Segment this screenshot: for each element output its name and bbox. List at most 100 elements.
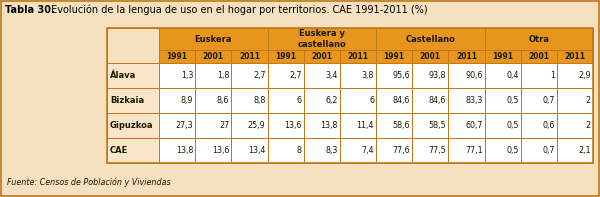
- Bar: [521, 88, 557, 113]
- Text: 2001: 2001: [420, 52, 441, 61]
- Bar: [485, 138, 521, 163]
- Bar: [268, 138, 304, 163]
- Text: 0,5: 0,5: [506, 96, 518, 105]
- Text: CAE: CAE: [110, 146, 128, 155]
- Bar: [107, 113, 159, 138]
- Text: 13,6: 13,6: [284, 121, 302, 130]
- Text: Tabla 30.: Tabla 30.: [5, 5, 55, 15]
- Text: 2,7: 2,7: [253, 71, 265, 80]
- Bar: [268, 50, 304, 63]
- Text: 0,6: 0,6: [542, 121, 555, 130]
- Bar: [340, 113, 376, 138]
- Text: 95,6: 95,6: [392, 71, 410, 80]
- Text: Euskera: Euskera: [194, 34, 232, 44]
- Bar: [557, 138, 593, 163]
- Text: 2001: 2001: [203, 52, 224, 61]
- Bar: [376, 63, 412, 88]
- Bar: [107, 138, 159, 163]
- Text: 13,4: 13,4: [248, 146, 265, 155]
- Text: 2,9: 2,9: [578, 71, 591, 80]
- Bar: [448, 88, 485, 113]
- Text: 7,4: 7,4: [362, 146, 374, 155]
- Bar: [195, 50, 232, 63]
- Text: 8: 8: [296, 146, 302, 155]
- Bar: [159, 50, 195, 63]
- Bar: [268, 113, 304, 138]
- Text: 8,3: 8,3: [325, 146, 338, 155]
- Bar: [232, 50, 268, 63]
- Text: 77,6: 77,6: [392, 146, 410, 155]
- Text: Fuente: Censos de Población y Viviendas: Fuente: Censos de Población y Viviendas: [7, 177, 170, 187]
- Bar: [159, 88, 195, 113]
- Text: 27,3: 27,3: [176, 121, 193, 130]
- Bar: [485, 113, 521, 138]
- Bar: [268, 63, 304, 88]
- Bar: [159, 28, 268, 50]
- Bar: [340, 88, 376, 113]
- Bar: [485, 28, 593, 50]
- Bar: [195, 63, 232, 88]
- Bar: [107, 28, 159, 63]
- Bar: [448, 50, 485, 63]
- Text: 93,8: 93,8: [429, 71, 446, 80]
- Text: Gipuzkoa: Gipuzkoa: [110, 121, 154, 130]
- Bar: [485, 50, 521, 63]
- Text: 2,7: 2,7: [289, 71, 302, 80]
- Text: 2,1: 2,1: [578, 146, 591, 155]
- Text: 2011: 2011: [239, 52, 260, 61]
- Text: 77,5: 77,5: [428, 146, 446, 155]
- Text: 0,5: 0,5: [506, 146, 518, 155]
- Bar: [159, 63, 195, 88]
- Text: 60,7: 60,7: [465, 121, 482, 130]
- Bar: [304, 63, 340, 88]
- Bar: [268, 28, 376, 50]
- Text: Álava: Álava: [110, 71, 136, 80]
- Bar: [412, 113, 448, 138]
- Text: 58,6: 58,6: [392, 121, 410, 130]
- Text: Euskera y
castellano: Euskera y castellano: [298, 29, 346, 49]
- Bar: [304, 138, 340, 163]
- Text: 1991: 1991: [275, 52, 296, 61]
- Text: 0,7: 0,7: [542, 96, 555, 105]
- Bar: [232, 113, 268, 138]
- Text: 25,9: 25,9: [248, 121, 265, 130]
- Text: Otra: Otra: [528, 34, 549, 44]
- Bar: [340, 50, 376, 63]
- Bar: [195, 138, 232, 163]
- Bar: [304, 50, 340, 63]
- Text: 2: 2: [586, 96, 591, 105]
- Bar: [107, 28, 593, 163]
- Text: 1: 1: [550, 71, 555, 80]
- Bar: [485, 88, 521, 113]
- Bar: [304, 113, 340, 138]
- Text: 6: 6: [369, 96, 374, 105]
- Text: 1991: 1991: [383, 52, 404, 61]
- Bar: [448, 63, 485, 88]
- Bar: [412, 50, 448, 63]
- Bar: [521, 138, 557, 163]
- Bar: [412, 88, 448, 113]
- Bar: [107, 28, 593, 163]
- Bar: [557, 113, 593, 138]
- Text: 84,6: 84,6: [393, 96, 410, 105]
- Text: 3,8: 3,8: [362, 71, 374, 80]
- Text: 77,1: 77,1: [465, 146, 482, 155]
- Bar: [448, 113, 485, 138]
- Text: 0,7: 0,7: [542, 146, 555, 155]
- Text: 6,2: 6,2: [325, 96, 338, 105]
- Text: Evolución de la lengua de uso en el hogar por territorios. CAE 1991-2011 (%): Evolución de la lengua de uso en el hoga…: [48, 5, 428, 15]
- Text: 1991: 1991: [167, 52, 188, 61]
- Bar: [376, 50, 412, 63]
- Text: 2: 2: [586, 121, 591, 130]
- Bar: [107, 88, 159, 113]
- Text: 27: 27: [219, 121, 229, 130]
- Bar: [340, 138, 376, 163]
- Text: 11,4: 11,4: [356, 121, 374, 130]
- Bar: [195, 88, 232, 113]
- Bar: [376, 113, 412, 138]
- Bar: [232, 88, 268, 113]
- Bar: [268, 88, 304, 113]
- Bar: [557, 50, 593, 63]
- Text: Castellano: Castellano: [406, 34, 455, 44]
- Text: 2011: 2011: [347, 52, 368, 61]
